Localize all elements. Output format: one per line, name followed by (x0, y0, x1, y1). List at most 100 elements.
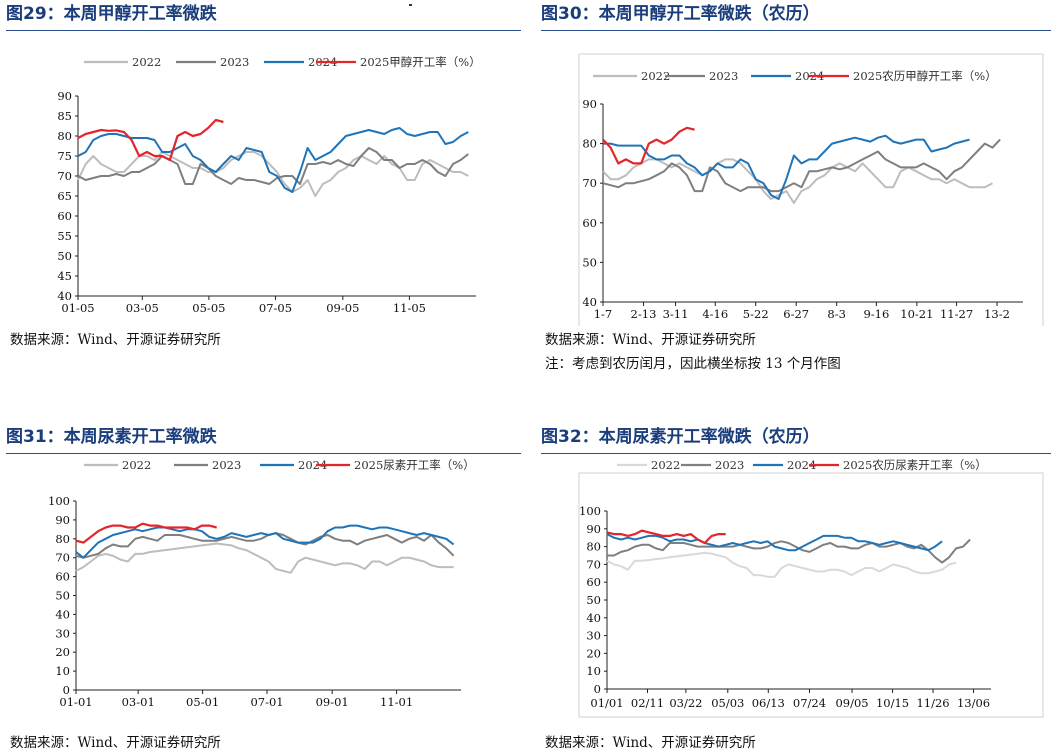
panel-fig31: 图31：本周尿素开工率微跌 2022 2023 2024 2025尿素开工率（%） 0 1… (6, 423, 521, 754)
y-tick-label: 80 (582, 137, 597, 151)
series-line-1 (602, 158, 993, 204)
y-tick-label: 30 (586, 629, 601, 643)
panel-fig29: 图29：本周甲醇开工率微跌 2022 2023 2024 2025甲醇开工率（%） 40… (6, 0, 521, 370)
y-tick-label: 20 (55, 645, 70, 659)
series-line-4 (606, 529, 726, 545)
panel-fig30: 图30：本周甲醇开工率微跌（农历） 2022 2023 2024 2025农历甲醇开工… (541, 0, 1051, 380)
y-tick-label: 100 (579, 504, 601, 518)
decorative-dot (409, 4, 412, 6)
x-tick-label: 1-7 (594, 307, 613, 321)
x-tick-label: 11-27 (940, 307, 973, 321)
chart-fig32: 2022 2023 2024 2025农历尿素开工率（%） 0 10 20 30 40 50 60 7… (578, 458, 1044, 718)
x-tick-label: 11-01 (380, 695, 413, 709)
panel-title: 图30：本周甲醇开工率微跌（农历） (541, 0, 1051, 31)
x-tick-label: 03/22 (669, 696, 702, 710)
y-tick-label: 50 (57, 249, 72, 263)
y-tick-label: 60 (582, 216, 597, 230)
legend-label-4: 2025甲醇开工率（%） (360, 55, 481, 69)
y-tick-label: 80 (57, 129, 72, 143)
y-tick-label: 0 (63, 683, 70, 697)
series-line-1 (77, 151, 469, 197)
x-tick-label: 05-01 (186, 695, 219, 709)
y-tick-label: 80 (586, 540, 601, 554)
series-line-2 (75, 532, 455, 559)
x-tick-label: 05-05 (192, 301, 225, 315)
y-tick-label: 60 (55, 570, 70, 584)
x-tick-label: 4-16 (702, 307, 728, 321)
series-line-3 (77, 127, 469, 193)
x-tick-label: 03-01 (122, 695, 155, 709)
x-tick-label: 09-05 (326, 301, 359, 315)
x-tick-label: 01-05 (61, 301, 94, 315)
y-tick-label: 75 (57, 149, 72, 163)
x-tick-label: 11/26 (916, 696, 949, 710)
y-tick-label: 80 (55, 532, 70, 546)
chart-fig31: 2022 2023 2024 2025尿素开工率（%） 0 10 20 30 40 50 60 70 8… (48, 458, 475, 709)
chart-frame (578, 53, 1044, 326)
panel-title: 图29：本周甲醇开工率微跌 (6, 0, 521, 31)
data-source: 数据来源：Wind、开源证券研究所 (10, 735, 221, 751)
x-tick-label: 5-22 (743, 307, 769, 321)
series-line-2 (77, 147, 469, 185)
x-tick-label: 07-05 (259, 301, 292, 315)
panel-title: 图32：本周尿素开工率微跌（农历） (541, 423, 1051, 454)
x-tick-label: 01-01 (59, 695, 92, 709)
chart-note: 注：考虑到农历闰月，因此横坐标按 13 个月作图 (545, 356, 841, 372)
chart-frame (578, 472, 1044, 718)
y-tick-label: 70 (55, 551, 70, 565)
series-line-4 (77, 118, 224, 162)
legend-label-2: 2023 (709, 69, 738, 83)
series-line-3 (606, 533, 943, 552)
data-source: 数据来源：Wind、开源证券研究所 (10, 332, 221, 348)
y-tick-label: 70 (586, 557, 601, 571)
y-tick-label: 90 (586, 522, 601, 536)
legend-label-3: 2024 (787, 458, 816, 472)
x-tick-label: 09-01 (316, 695, 349, 709)
y-tick-label: 90 (57, 89, 72, 103)
y-tick-label: 70 (582, 176, 597, 190)
legend-label-1: 2022 (651, 458, 680, 472)
panel-fig32: 图32：本周尿素开工率微跌（农历） 2022 2023 2024 2025农历尿素开工… (541, 423, 1051, 754)
y-tick-label: 20 (586, 646, 601, 660)
y-tick-label: 85 (57, 109, 72, 123)
x-tick-label: 3-11 (663, 307, 689, 321)
y-tick-label: 55 (57, 229, 72, 243)
series-line-2 (602, 138, 1001, 193)
x-tick-label: 02/11 (631, 696, 664, 710)
x-tick-label: 13/06 (957, 696, 990, 710)
y-tick-label: 90 (55, 513, 70, 527)
series-line-4 (602, 126, 695, 165)
y-tick-label: 100 (48, 494, 70, 508)
series-line-4 (75, 522, 217, 544)
x-tick-label: 06/13 (752, 696, 785, 710)
y-tick-label: 30 (55, 626, 70, 640)
y-tick-label: 70 (57, 169, 72, 183)
y-tick-label: 40 (586, 611, 601, 625)
y-tick-label: 50 (582, 255, 597, 269)
y-tick-label: 40 (582, 295, 597, 309)
legend-label-3: 2024 (298, 458, 327, 472)
legend-label-1: 2022 (122, 458, 151, 472)
series-line-3 (75, 524, 455, 559)
legend-label-4: 2025尿素开工率（%） (354, 458, 475, 472)
y-tick-label: 40 (55, 607, 70, 621)
x-tick-label: 8-3 (827, 307, 846, 321)
series-line-2 (607, 538, 971, 564)
y-tick-label: 40 (57, 289, 72, 303)
legend-label-2: 2023 (715, 458, 744, 472)
x-tick-label: 11-05 (393, 301, 426, 315)
x-tick-label: 10/15 (876, 696, 909, 710)
chart-fig29: 2022 2023 2024 2025甲醇开工率（%）4045505560657075… (57, 55, 481, 315)
x-tick-label: 9-16 (863, 307, 889, 321)
x-tick-label: 01/01 (590, 696, 623, 710)
y-tick-label: 50 (586, 593, 601, 607)
x-tick-label: 09/05 (835, 696, 868, 710)
series-line-1 (606, 551, 957, 578)
y-tick-label: 0 (594, 682, 601, 696)
legend-label-2: 2023 (212, 458, 241, 472)
chart-fig30: 2022 2023 2024 2025农历甲醇开工率（%）4050607080901-… (578, 53, 1044, 326)
legend-label-2: 2023 (220, 55, 249, 69)
legend-label-1: 2022 (641, 69, 670, 83)
legend-label-1: 2022 (132, 55, 161, 69)
x-tick-label: 10-21 (900, 307, 933, 321)
